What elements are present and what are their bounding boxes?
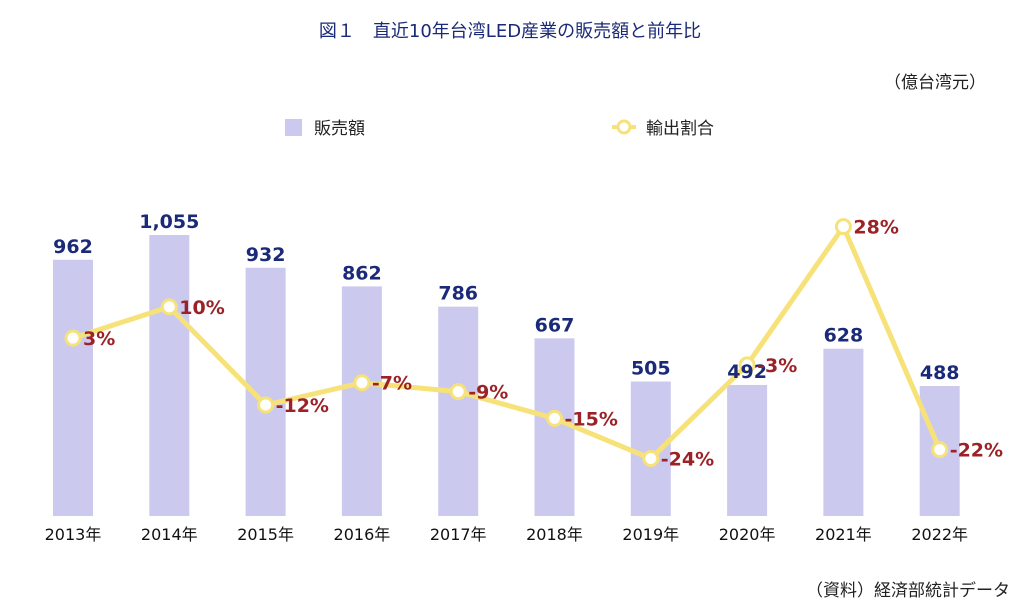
bar-2021年 [823,348,864,516]
x-tick-label: 2020年 [719,525,776,544]
line-value-label: -24% [661,449,714,471]
line-value-label: 10% [179,297,224,319]
bar-value-label: 932 [246,244,286,266]
line-point [931,441,949,459]
line-group [64,218,949,468]
bar-value-label: 786 [438,283,478,305]
line-value-label: -15% [565,408,618,430]
labels-group: 962 1,055 932 862 786 667 505 492 628 488 3% 10% -12… [53,211,1003,471]
line-point [353,374,371,392]
line-point [642,450,660,468]
legend-line-label: 輸出割合 [646,119,714,139]
line-value-label: 3% [83,328,115,350]
export-ratio-line [70,224,943,462]
bar-value-label: 628 [824,325,864,347]
bar-value-label: 1,055 [139,211,199,233]
bar-value-label: 962 [53,236,93,258]
bar-2013年 [53,259,93,516]
legend-bar-swatch [285,119,302,136]
x-tick-label: 2021年 [815,525,872,544]
x-tick-label: 2016年 [334,525,391,544]
line-point [546,409,563,427]
bar-value-label: 505 [631,357,671,379]
line-point [738,356,756,374]
bars-group [53,235,960,517]
x-tick-label: 2019年 [622,525,679,544]
bar-2020年 [727,384,768,516]
line-point [64,329,82,347]
source-note: （資料）経済部統計データ [806,580,1010,601]
line-value-label: -3% [757,355,797,377]
line-point [834,218,852,236]
line-point [257,396,275,414]
ticks-group: 2013年 2014年 2015年 2016年 2017年 2018年 2019年 2020年… [45,525,968,544]
bar-2018年 [534,338,575,516]
line-value-label: 28% [853,217,898,239]
legend-bar-label: 販売額 [314,119,365,139]
line-value-label: -7% [372,373,412,395]
line-value-label: -9% [468,382,508,404]
legend-line-marker [616,119,632,135]
line-point [160,298,178,316]
x-tick-label: 2018年 [526,525,583,544]
line-point [449,383,467,401]
x-tick-label: 2022年 [911,525,968,544]
bar-2014年 [149,235,190,517]
line-value-label: -12% [276,395,329,417]
unit-label: （億台湾元） [884,73,986,93]
bar-2017年 [438,306,479,516]
bar-value-label: 667 [535,314,575,336]
bar-value-label: 488 [920,362,960,384]
x-tick-label: 2017年 [430,525,487,544]
x-tick-label: 2013年 [45,525,102,544]
bar-value-label: 492 [727,361,767,383]
bar-value-label: 862 [342,262,382,284]
bar-2016年 [341,286,382,516]
line-value-label: -22% [950,440,1003,462]
chart-title: 図１ 直近10年台湾LED産業の販売額と前年比 [319,21,701,42]
x-tick-label: 2014年 [141,525,198,544]
x-tick-label: 2015年 [237,525,294,544]
